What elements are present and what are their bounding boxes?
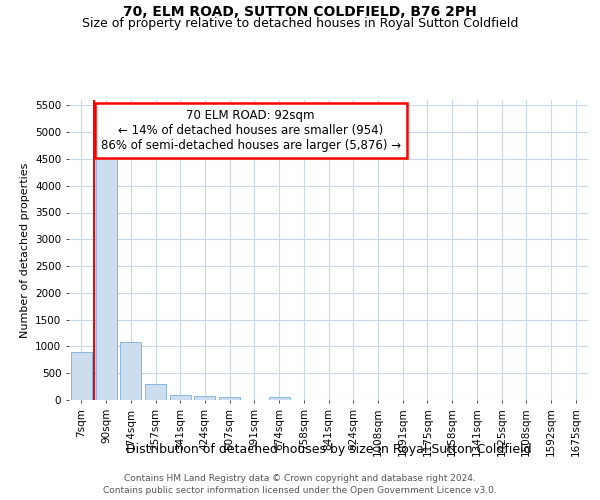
Bar	[269, 398, 290, 400]
Bar	[219, 398, 240, 400]
Bar	[145, 384, 166, 400]
Bar	[71, 352, 92, 400]
Text: Size of property relative to detached houses in Royal Sutton Coldfield: Size of property relative to detached ho…	[82, 18, 518, 30]
Bar	[170, 395, 191, 400]
Bar	[194, 396, 215, 400]
Bar	[95, 154, 116, 400]
Y-axis label: Number of detached properties: Number of detached properties	[20, 162, 29, 338]
Text: Contains public sector information licensed under the Open Government Licence v3: Contains public sector information licen…	[103, 486, 497, 495]
Text: Distribution of detached houses by size in Royal Sutton Coldfield: Distribution of detached houses by size …	[126, 442, 532, 456]
Bar	[120, 342, 141, 400]
Text: Contains HM Land Registry data © Crown copyright and database right 2024.: Contains HM Land Registry data © Crown c…	[124, 474, 476, 483]
Text: 70, ELM ROAD, SUTTON COLDFIELD, B76 2PH: 70, ELM ROAD, SUTTON COLDFIELD, B76 2PH	[123, 5, 477, 19]
Text: 70 ELM ROAD: 92sqm
← 14% of detached houses are smaller (954)
86% of semi-detach: 70 ELM ROAD: 92sqm ← 14% of detached hou…	[101, 109, 401, 152]
